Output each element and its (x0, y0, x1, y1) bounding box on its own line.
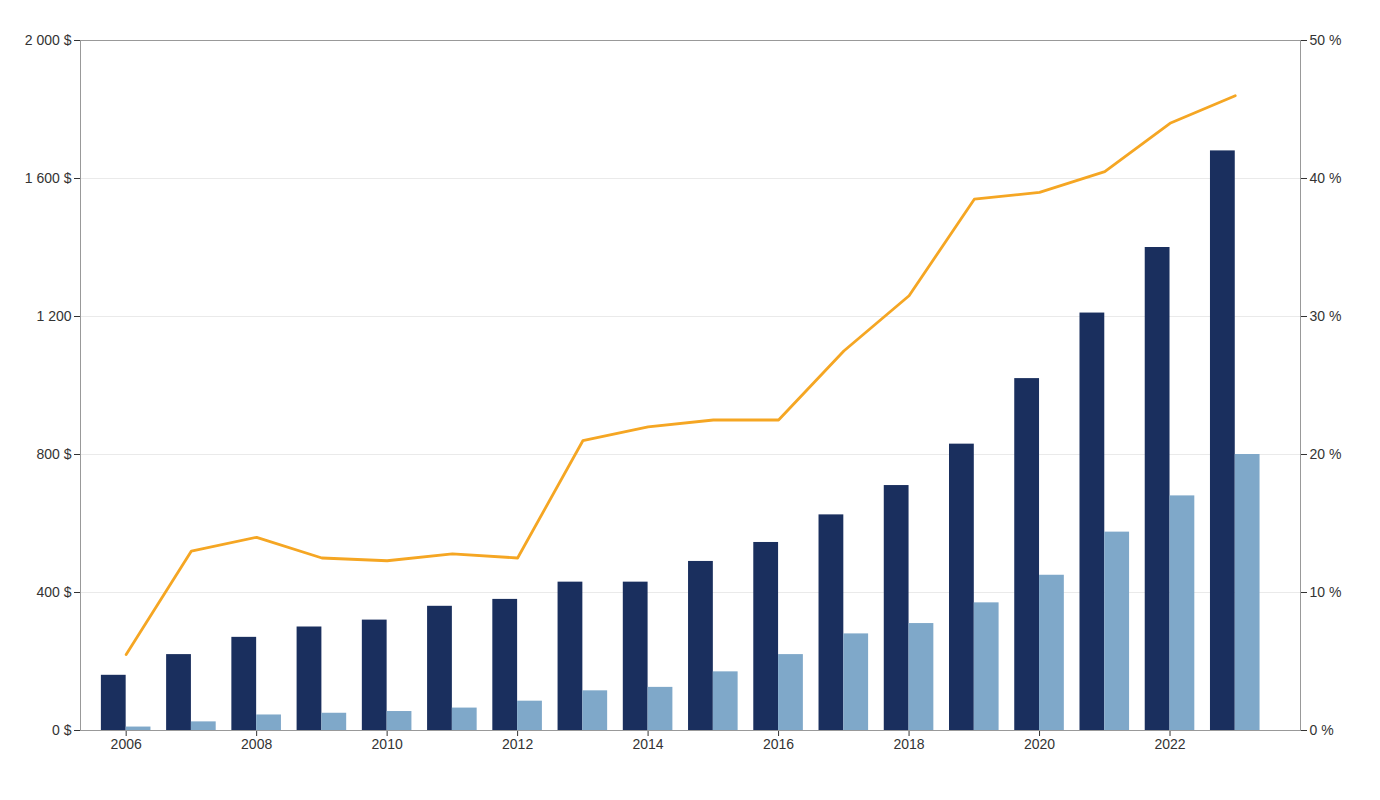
svg-text:2016: 2016 (763, 736, 794, 752)
svg-text:2006: 2006 (111, 736, 142, 752)
svg-text:800 $: 800 $ (36, 446, 71, 462)
svg-text:20 %: 20 % (1310, 446, 1342, 462)
svg-text:2012: 2012 (502, 736, 533, 752)
svg-text:50 %: 50 % (1310, 32, 1342, 48)
svg-text:2022: 2022 (1154, 736, 1185, 752)
svg-text:2008: 2008 (241, 736, 272, 752)
svg-text:2010: 2010 (372, 736, 403, 752)
svg-text:2020: 2020 (1024, 736, 1055, 752)
svg-text:1 200: 1 200 (36, 308, 71, 324)
svg-text:400 $: 400 $ (36, 584, 71, 600)
svg-text:0 $: 0 $ (52, 722, 72, 738)
svg-text:30 %: 30 % (1310, 308, 1342, 324)
svg-text:10 %: 10 % (1310, 584, 1342, 600)
svg-text:40 %: 40 % (1310, 170, 1342, 186)
svg-text:0 %: 0 % (1310, 722, 1334, 738)
svg-text:2 000 $: 2 000 $ (25, 32, 72, 48)
svg-text:1 600 $: 1 600 $ (25, 170, 72, 186)
svg-text:2014: 2014 (633, 736, 664, 752)
svg-text:2018: 2018 (893, 736, 924, 752)
